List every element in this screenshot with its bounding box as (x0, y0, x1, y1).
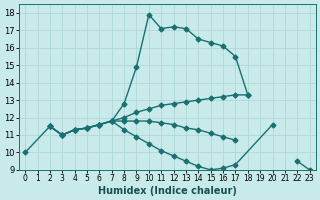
X-axis label: Humidex (Indice chaleur): Humidex (Indice chaleur) (98, 186, 237, 196)
